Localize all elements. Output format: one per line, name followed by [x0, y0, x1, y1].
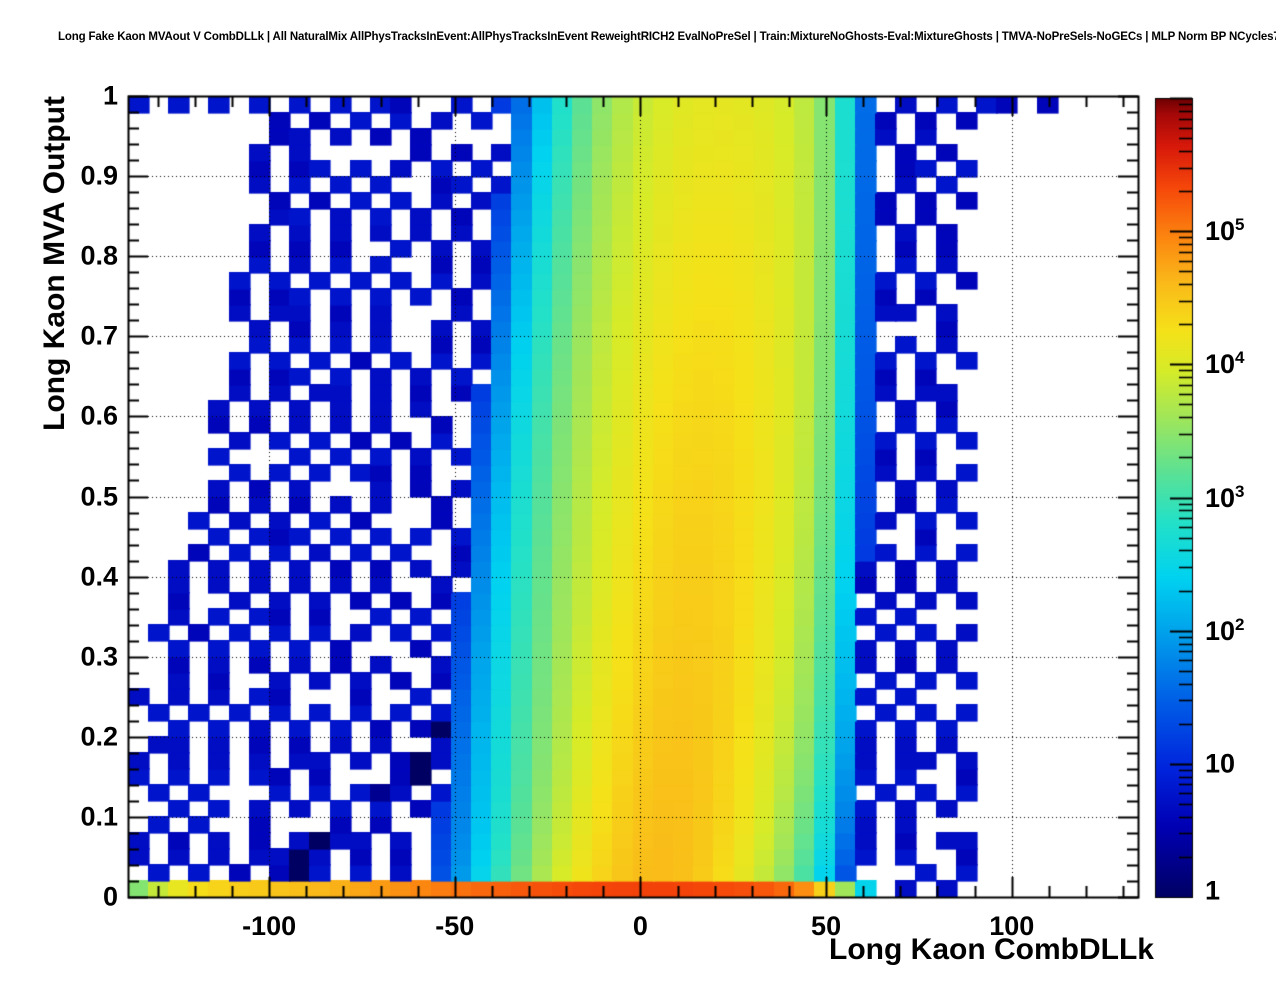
z-tick-label: 105 — [1205, 215, 1245, 247]
x-tick-label: -50 — [435, 911, 475, 941]
x-tick-label: 50 — [811, 911, 842, 941]
y-tick-label: 0.4 — [80, 561, 118, 592]
y-tick-label: 0 — [102, 881, 118, 912]
z-tick-exponent: 4 — [1235, 348, 1245, 368]
z-tick-mantissa: 10 — [1205, 615, 1236, 646]
y-tick-label: 1 — [102, 80, 118, 111]
y-tick-label: 0.8 — [80, 240, 118, 271]
z-tick-label: 102 — [1205, 615, 1245, 647]
z-tick-label: 104 — [1205, 348, 1245, 380]
z-tick-mantissa: 1 — [1205, 875, 1221, 906]
z-tick-exponent: 3 — [1235, 481, 1245, 501]
y-tick-label: 0.3 — [80, 641, 118, 672]
x-tick-label: 0 — [632, 911, 648, 941]
z-tick-mantissa: 10 — [1205, 349, 1236, 380]
y-tick-label: 0.9 — [80, 160, 118, 191]
z-tick-mantissa: 10 — [1205, 216, 1236, 247]
z-tick-label: 1 — [1205, 876, 1220, 907]
y-tick-label: 0.6 — [80, 400, 118, 431]
y-axis-title: Long Kaon MVA Output — [38, 96, 71, 431]
z-tick-label: 103 — [1205, 482, 1245, 514]
z-tick-exponent: 2 — [1235, 614, 1245, 634]
y-tick-label: 0.7 — [80, 320, 118, 351]
y-tick-label: 0.2 — [80, 721, 118, 752]
x-tick-label: 100 — [989, 911, 1035, 941]
z-tick-label: 10 — [1205, 748, 1235, 779]
x-axis-title: Long Kaon CombDLLk — [829, 933, 1154, 966]
x-tick-label: -100 — [242, 911, 297, 941]
z-tick-mantissa: 10 — [1205, 748, 1236, 779]
y-tick-label: 0.1 — [80, 801, 118, 832]
z-tick-exponent: 5 — [1235, 215, 1245, 235]
page-title: Long Fake Kaon MVAout V CombDLLk | All N… — [58, 31, 1276, 43]
y-tick-label: 0.5 — [80, 481, 118, 511]
z-tick-mantissa: 10 — [1205, 482, 1236, 513]
